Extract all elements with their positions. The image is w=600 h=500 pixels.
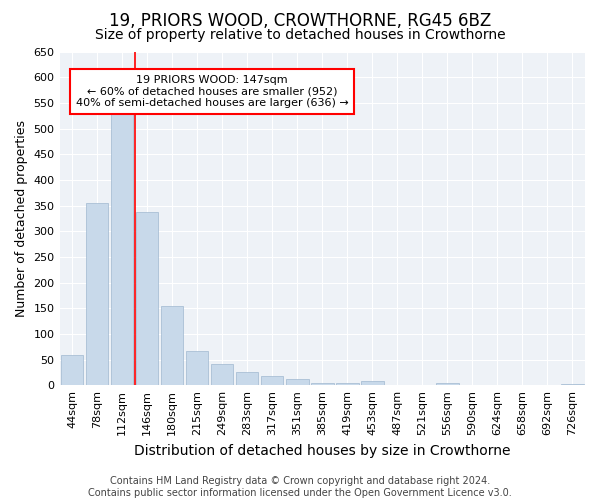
X-axis label: Distribution of detached houses by size in Crowthorne: Distribution of detached houses by size … [134, 444, 511, 458]
Bar [186, 351, 208, 385]
Bar [436, 383, 458, 385]
Text: 19 PRIORS WOOD: 147sqm
← 60% of detached houses are smaller (952)
40% of semi-de: 19 PRIORS WOOD: 147sqm ← 60% of detached… [76, 75, 348, 108]
Text: 19, PRIORS WOOD, CROWTHORNE, RG45 6BZ: 19, PRIORS WOOD, CROWTHORNE, RG45 6BZ [109, 12, 491, 30]
Bar [111, 108, 133, 385]
Bar [136, 212, 158, 385]
Bar [336, 382, 359, 385]
Bar [361, 381, 383, 385]
Bar [211, 364, 233, 385]
Text: Contains HM Land Registry data © Crown copyright and database right 2024.
Contai: Contains HM Land Registry data © Crown c… [88, 476, 512, 498]
Y-axis label: Number of detached properties: Number of detached properties [15, 120, 28, 317]
Bar [61, 356, 83, 385]
Bar [236, 372, 259, 385]
Bar [286, 379, 308, 385]
Bar [561, 384, 584, 385]
Bar [86, 203, 109, 385]
Text: Size of property relative to detached houses in Crowthorne: Size of property relative to detached ho… [95, 28, 505, 42]
Bar [161, 306, 184, 385]
Bar [261, 376, 283, 385]
Bar [311, 382, 334, 385]
